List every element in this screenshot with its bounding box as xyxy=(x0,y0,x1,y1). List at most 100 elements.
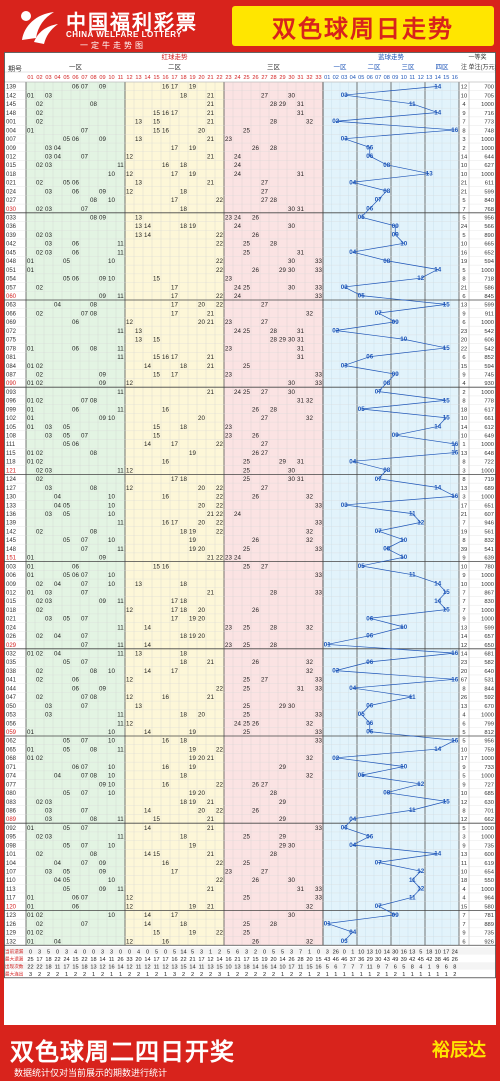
red-ball-number: 28 xyxy=(270,241,277,248)
red-ball-number: 13 xyxy=(135,119,142,126)
winner-count: 8 xyxy=(462,686,465,692)
winner-count: 9 xyxy=(462,573,465,579)
red-ball-number: 27 xyxy=(261,197,268,204)
red-ball-number: 31 xyxy=(297,685,304,692)
blue-ball-number: 04 xyxy=(349,685,356,692)
blue-stat-value: 46 xyxy=(443,957,449,963)
blue-stat-value: 6 xyxy=(445,964,448,970)
red-ball-number: 01 xyxy=(27,415,34,422)
red-ball-number: 17 xyxy=(171,197,178,204)
red-ball-number: 26 xyxy=(252,537,259,544)
red-ball-number: 03 xyxy=(45,145,52,152)
red-ball-number: 23 xyxy=(225,555,232,562)
prize-amount: 670 xyxy=(484,704,494,710)
prize-amount: 780 xyxy=(484,564,494,570)
red-ball-number: 11 xyxy=(117,720,124,727)
red-stat-value: 16 xyxy=(171,957,177,963)
blue-ball-number: 08 xyxy=(383,258,390,265)
winner-count: 3 xyxy=(462,495,465,501)
red-stat-value: 15 xyxy=(252,957,258,963)
red-stat-value: 5 xyxy=(191,949,194,955)
red-ball-number: 31 xyxy=(297,249,304,256)
red-ball-number: 11 xyxy=(117,162,124,169)
red-ball-number: 29 xyxy=(279,834,286,841)
red-ball-number: 02 xyxy=(36,755,43,762)
issue-number: 145 xyxy=(6,538,17,544)
red-ball-number: 01 xyxy=(27,825,34,832)
red-ball-number: 24 xyxy=(234,162,241,169)
red-ball-number: 07 xyxy=(81,860,88,867)
issue-number: 111 xyxy=(6,442,16,448)
red-ball-number: 32 xyxy=(306,310,313,317)
blue-ball-number: 07 xyxy=(375,389,382,396)
winner-count: 16 xyxy=(461,250,467,256)
red-ball-number: 18 xyxy=(180,659,187,666)
red-ball-number: 16 xyxy=(162,354,169,361)
red-number-tick: 25 xyxy=(243,75,249,81)
winner-count: 13 xyxy=(461,704,467,710)
prize-amount: 561 xyxy=(484,529,494,535)
blue-ball-number: 05 xyxy=(358,772,365,779)
red-ball-number: 26 xyxy=(252,607,259,614)
prize-amount: 1000 xyxy=(481,495,494,501)
issue-number: 042 xyxy=(6,242,17,248)
prize-amount: 700 xyxy=(484,85,494,91)
red-ball-number: 03 xyxy=(45,807,52,814)
red-ball-number: 18 xyxy=(180,799,187,806)
red-stat-value: 15 xyxy=(306,964,312,970)
red-ball-number: 28 xyxy=(270,101,277,108)
red-ball-number: 16 xyxy=(162,694,169,701)
red-ball-number: 27 xyxy=(261,869,268,876)
red-ball-number: 15 xyxy=(153,337,160,344)
red-stat-value: 3 xyxy=(245,949,248,955)
issue-number: 086 xyxy=(6,808,17,814)
prize-amount: 718 xyxy=(484,277,494,283)
blue-ball-number: 04 xyxy=(349,458,356,465)
red-ball-number: 01 xyxy=(27,424,34,431)
red-ball-number: 01 xyxy=(27,267,34,274)
red-ball-number: 25 xyxy=(243,363,250,370)
red-ball-number: 17 xyxy=(171,84,178,91)
red-ball-number: 21 xyxy=(207,354,214,361)
red-ball-number: 14 xyxy=(144,851,151,858)
prize-amount: 701 xyxy=(484,808,494,814)
winner-count: 19 xyxy=(461,529,467,535)
red-stat-value: 1 xyxy=(308,949,311,955)
blue-ball-number: 06 xyxy=(366,354,373,361)
red-ball-number: 23 xyxy=(225,319,232,326)
red-ball-number: 30 xyxy=(288,877,295,884)
red-ball-number: 02 xyxy=(36,476,43,483)
red-ball-number: 18 xyxy=(180,607,187,614)
red-ball-number: 31 xyxy=(297,886,304,893)
red-ball-number: 19 xyxy=(189,84,196,91)
blue-ball-number: 11 xyxy=(409,101,416,108)
red-ball-number: 18 xyxy=(180,223,187,230)
red-ball-number: 11 xyxy=(117,746,124,753)
red-ball-number: 08 xyxy=(90,816,97,823)
blue-ball-number: 07 xyxy=(375,197,382,204)
red-ball-number: 29 xyxy=(279,337,286,344)
red-ball-number: 08 xyxy=(90,773,97,780)
red-ball-number: 05 xyxy=(63,136,70,143)
blue-number-tick: 14 xyxy=(435,75,441,81)
prize-amount: 599 xyxy=(484,625,494,631)
red-ball-number: 01 xyxy=(27,406,34,413)
prize-amount: 640 xyxy=(484,669,494,675)
issue-number: 063 xyxy=(6,303,17,309)
red-ball-number: 02 xyxy=(36,249,43,256)
red-ball-number: 21 xyxy=(207,363,214,370)
blue-stat-value: 26 xyxy=(452,957,458,963)
red-stat-value: 17 xyxy=(198,957,204,963)
red-ball-number: 12 xyxy=(126,380,133,387)
prize-amount: 735 xyxy=(484,931,494,937)
blue-stat-value: 1 xyxy=(351,972,354,978)
red-ball-number: 32 xyxy=(306,537,313,544)
prize-amount: 617 xyxy=(484,407,494,413)
red-number-tick: 24 xyxy=(234,75,240,81)
red-stat-value: 0 xyxy=(317,949,320,955)
winner-count: 17 xyxy=(461,503,467,509)
red-stat-value: 17 xyxy=(153,957,159,963)
red-ball-number: 07 xyxy=(81,642,88,649)
red-ball-number: 20 xyxy=(198,755,205,762)
red-ball-number: 07 xyxy=(81,398,88,405)
